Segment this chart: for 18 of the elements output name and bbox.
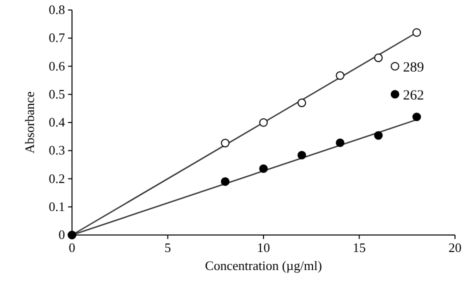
x-tick-label: 15 — [352, 240, 366, 255]
y-tick-label: 0.5 — [48, 86, 65, 102]
legend-label: 262 — [403, 88, 424, 104]
y-tick-label: 0.7 — [48, 30, 66, 46]
y-tick-label: 0.1 — [48, 198, 65, 214]
x-axis-title: Concentration (µg/ml) — [205, 258, 322, 273]
y-tick-label: 0.3 — [48, 142, 65, 158]
x-tick-label: 5 — [164, 240, 171, 255]
x-tick-label: 20 — [448, 240, 462, 255]
legend-label: 289 — [403, 60, 424, 76]
x-tick-label: 0 — [68, 240, 76, 255]
y-tick-label: 0 — [58, 227, 65, 242]
y-tick-label: 0.6 — [48, 58, 66, 74]
y-axis-title: Absorbance — [22, 91, 37, 154]
y-tick-label: 0.4 — [48, 114, 66, 130]
x-tick-label: 10 — [257, 240, 270, 255]
y-tick-label: 0.2 — [48, 170, 65, 186]
y-tick-label: 0.8 — [48, 2, 65, 17]
